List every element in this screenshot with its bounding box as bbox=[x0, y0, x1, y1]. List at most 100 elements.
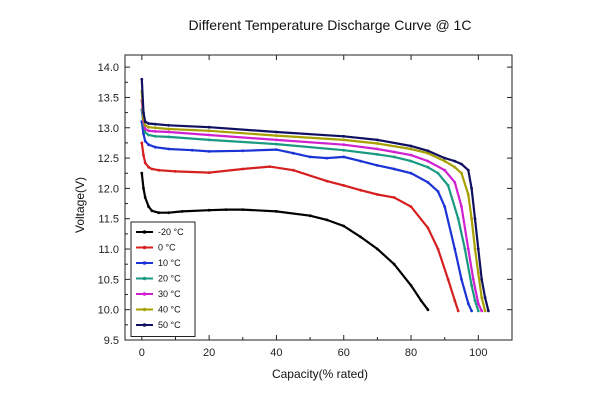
series-point bbox=[325, 179, 329, 183]
series-point bbox=[142, 153, 145, 157]
series-point bbox=[153, 145, 157, 149]
series-6 bbox=[140, 77, 490, 313]
series-point bbox=[409, 159, 413, 163]
x-axis-label: Capacity(% rated) bbox=[272, 367, 368, 381]
series-point bbox=[466, 193, 470, 196]
series-point bbox=[376, 138, 379, 142]
series-point bbox=[275, 148, 278, 152]
y-tick-label: 10.5 bbox=[98, 274, 119, 286]
series-point bbox=[241, 149, 245, 153]
series-point bbox=[487, 309, 490, 313]
series-point bbox=[268, 165, 272, 169]
series-point bbox=[180, 210, 184, 213]
series-point bbox=[376, 142, 379, 145]
series-point bbox=[359, 159, 362, 163]
series-point bbox=[436, 247, 440, 251]
legend-label: 50 °C bbox=[158, 320, 181, 330]
series-point bbox=[476, 247, 480, 251]
series-point bbox=[453, 247, 457, 251]
series-point bbox=[466, 168, 470, 172]
series-point bbox=[436, 171, 440, 175]
series-point bbox=[207, 133, 211, 137]
series-point bbox=[419, 299, 423, 302]
series-point bbox=[443, 205, 447, 209]
series-point bbox=[342, 155, 346, 159]
series-point bbox=[466, 302, 470, 305]
series-point bbox=[376, 164, 379, 167]
series-point bbox=[473, 217, 477, 221]
series-point bbox=[241, 167, 245, 171]
legend-label: 10 °C bbox=[158, 258, 181, 268]
series-point bbox=[456, 309, 460, 313]
series-point bbox=[453, 165, 457, 169]
series-line bbox=[140, 79, 490, 312]
series-point bbox=[143, 161, 147, 165]
series-point bbox=[342, 148, 346, 152]
series-point bbox=[291, 168, 295, 172]
series-point bbox=[143, 120, 147, 124]
series-point bbox=[376, 153, 379, 156]
series-point bbox=[483, 296, 487, 299]
plot-frame bbox=[124, 54, 513, 341]
series-point bbox=[308, 155, 312, 159]
series-point bbox=[376, 147, 379, 151]
series-point bbox=[359, 188, 362, 192]
y-tick-label: 9.5 bbox=[104, 335, 119, 347]
legend-label: 30 °C bbox=[158, 289, 181, 299]
series-point bbox=[167, 127, 171, 131]
series-point bbox=[207, 171, 211, 175]
series-point bbox=[409, 284, 413, 287]
series-point bbox=[480, 296, 484, 299]
series-point bbox=[275, 210, 278, 213]
series-point bbox=[241, 208, 245, 212]
series-line bbox=[140, 142, 460, 312]
series-point bbox=[456, 217, 460, 221]
series-point bbox=[143, 123, 147, 127]
series-point bbox=[473, 299, 477, 302]
series-point bbox=[291, 151, 295, 155]
series-point bbox=[157, 168, 161, 172]
series-point bbox=[470, 309, 473, 313]
series-point bbox=[142, 187, 145, 190]
y-axis-label: Voltage(V) bbox=[73, 177, 87, 233]
series-point bbox=[446, 184, 450, 187]
series-point bbox=[342, 143, 346, 147]
series-point bbox=[342, 138, 346, 142]
legend-label: 40 °C bbox=[158, 305, 181, 315]
series-point bbox=[325, 218, 329, 222]
series-point bbox=[207, 129, 211, 133]
x-tick-label: 40 bbox=[270, 347, 282, 359]
y-tick-label: 14.0 bbox=[98, 62, 119, 74]
series-point bbox=[140, 77, 144, 81]
series-point bbox=[275, 130, 278, 134]
series-point bbox=[476, 309, 480, 313]
series-point bbox=[392, 155, 396, 159]
series-point bbox=[207, 150, 211, 153]
series-point bbox=[446, 278, 450, 281]
series-point bbox=[460, 205, 463, 209]
series-point bbox=[143, 127, 147, 131]
legend: -20 °C 0 °C 10 °C 20 °C 30 °C 40 °C 50 °C bbox=[130, 221, 196, 337]
series-point bbox=[342, 184, 346, 187]
series-point bbox=[409, 171, 413, 175]
x-tick-label: 0 bbox=[139, 347, 145, 359]
series-1 bbox=[140, 141, 460, 313]
y-tick-label: 13.5 bbox=[98, 92, 119, 104]
y-tick-label: 13.0 bbox=[98, 123, 119, 135]
series-point bbox=[140, 141, 144, 145]
y-tick-label: 11.0 bbox=[98, 244, 119, 256]
legend-label: -20 °C bbox=[158, 227, 184, 237]
series-point bbox=[426, 308, 430, 312]
x-tick-label: 100 bbox=[469, 347, 487, 359]
series-point bbox=[453, 159, 457, 163]
series-point bbox=[409, 153, 413, 157]
series-layer bbox=[140, 77, 490, 313]
series-point bbox=[480, 278, 484, 281]
x-tick-label: 80 bbox=[405, 347, 417, 359]
series-point bbox=[392, 167, 396, 171]
x-tick-label: 60 bbox=[338, 347, 350, 359]
legend-label: 20 °C bbox=[158, 274, 181, 284]
series-point bbox=[150, 209, 154, 213]
series-point bbox=[460, 162, 463, 166]
